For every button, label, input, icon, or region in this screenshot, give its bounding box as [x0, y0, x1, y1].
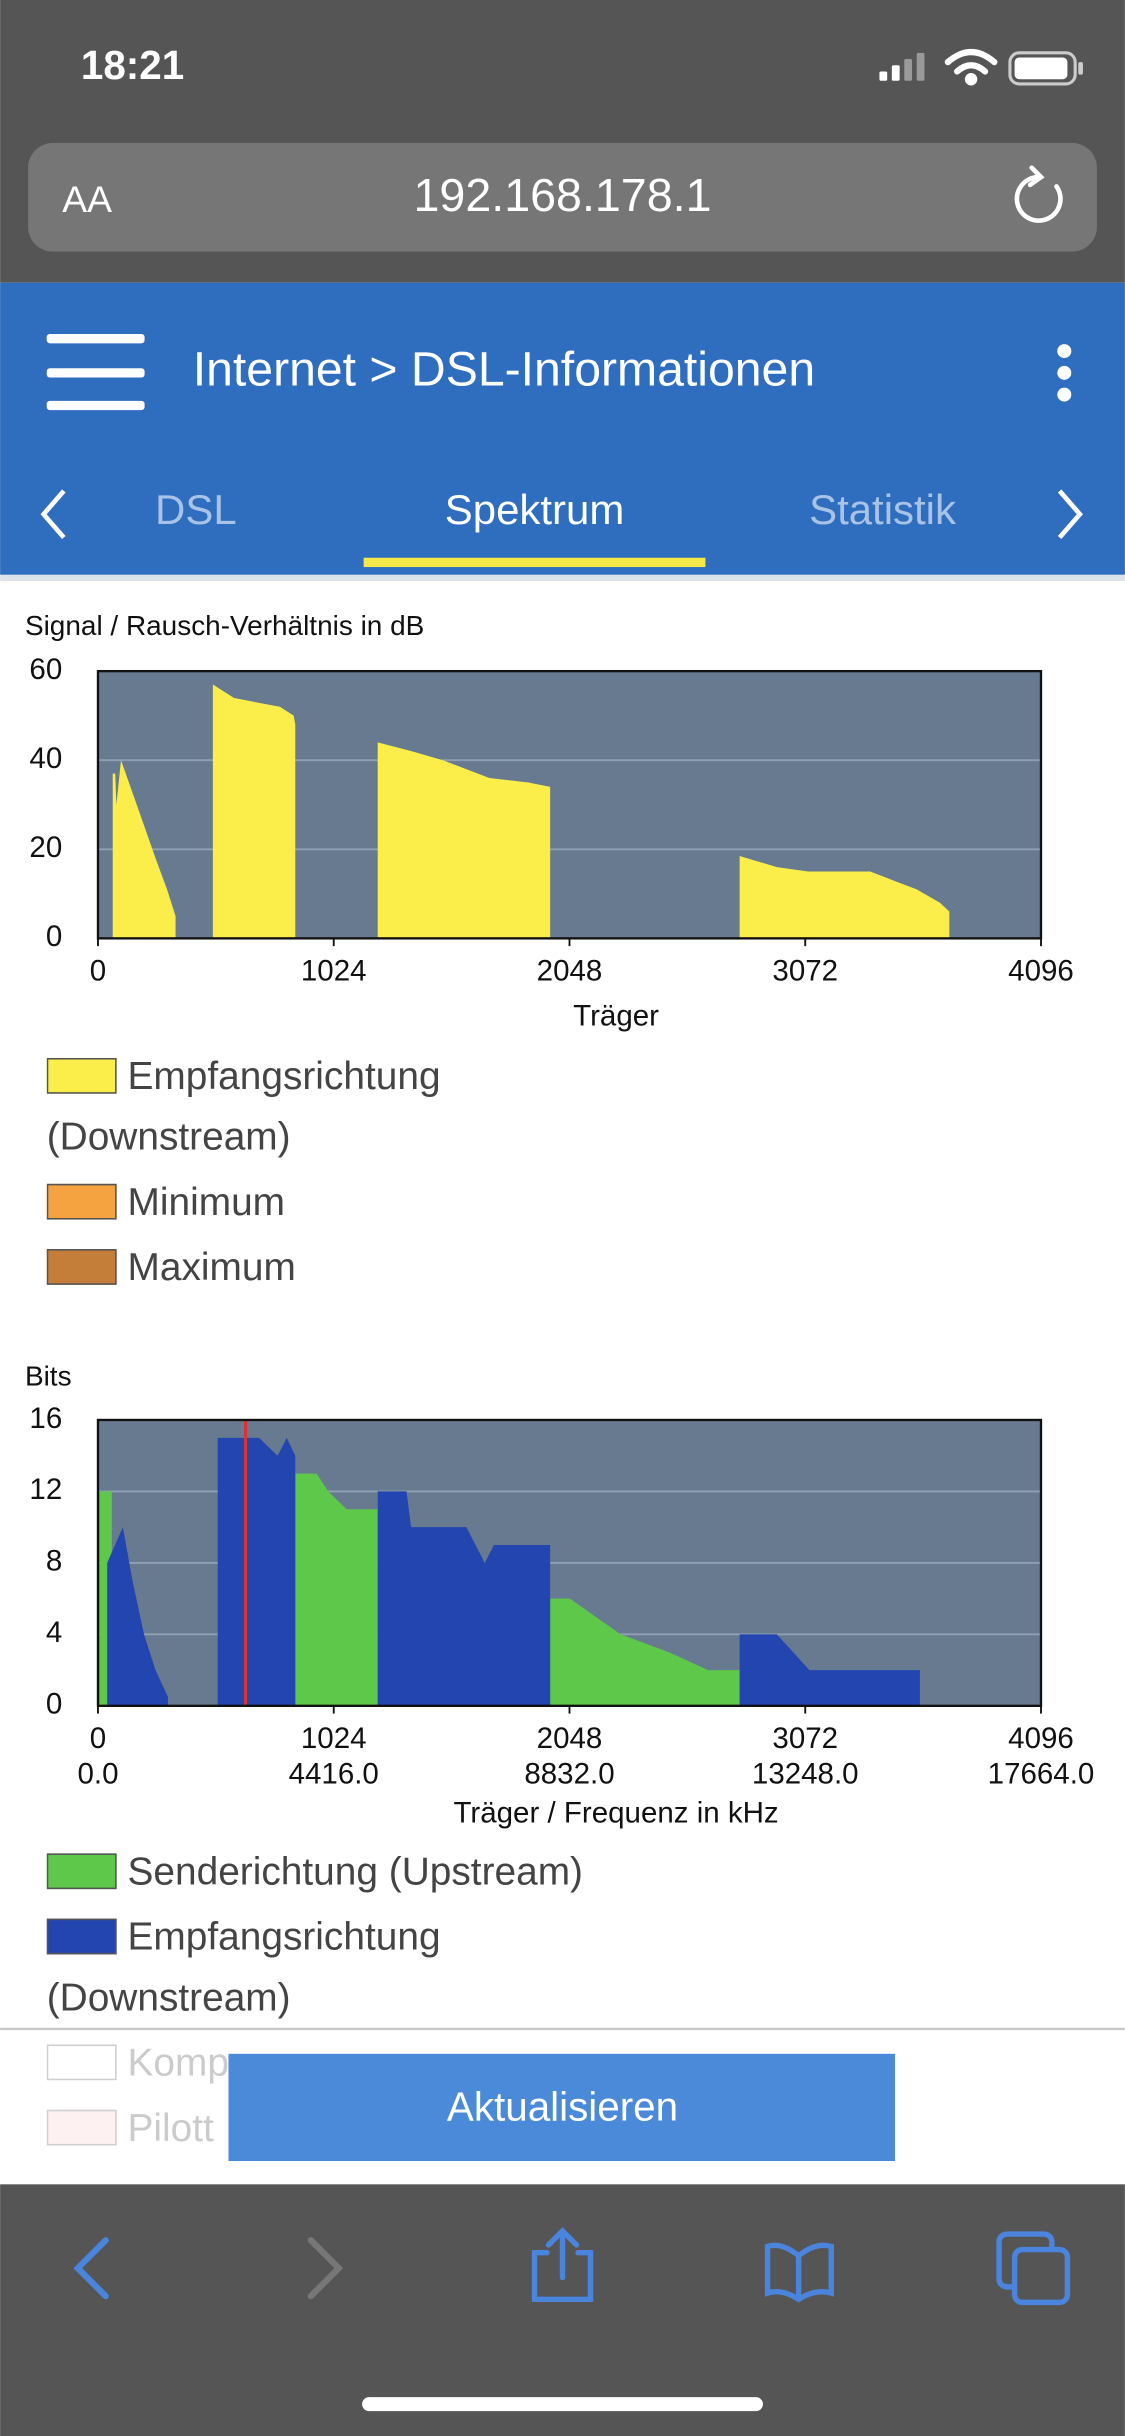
battery-icon	[1008, 51, 1083, 86]
legend-item: Maximum	[46, 1238, 653, 1299]
wifi-icon	[944, 48, 998, 86]
tab[interactable]: Statistik	[809, 486, 957, 533]
legend-label: Empfangsrichtung (Downstream)	[46, 1054, 441, 1159]
series-area	[112, 684, 950, 939]
y-tick-label: 20	[29, 831, 62, 864]
refresh-button-label[interactable]: Aktualisieren	[447, 2083, 678, 2129]
more-button[interactable]	[1057, 344, 1072, 402]
chart-title: Signal / Rausch-Verhältnis in dB	[25, 610, 424, 641]
clock: 18:21	[81, 42, 184, 88]
legend-swatch	[46, 1853, 117, 1890]
tab-indicator	[363, 557, 706, 568]
legend-label: Maximum	[127, 1245, 296, 1290]
x2-tick-label: 13248.0	[752, 1758, 859, 1791]
legend-item: Empfangsrichtung (Downstream)	[46, 1047, 653, 1168]
series-area	[107, 1437, 920, 1706]
header-shadow	[0, 574, 1125, 582]
browser-toolbar	[0, 2184, 1125, 2436]
legend-label: Minimum	[127, 1180, 286, 1225]
x-tick-label: 2048	[537, 954, 603, 987]
x-tick-label: 3072	[772, 954, 838, 987]
series-area	[99, 1473, 740, 1706]
x-tick-label: 4096	[1008, 1722, 1074, 1755]
tab[interactable]: DSL	[155, 486, 237, 533]
tab[interactable]: Spektrum	[445, 486, 624, 533]
legend-list: Empfangsrichtung (Downstream) Minimum Maxi…	[46, 1047, 653, 1299]
app-header	[0, 282, 1125, 575]
x2-tick-label: 17664.0	[988, 1758, 1095, 1791]
legend-label: Empfangsrichtung (Downstream)	[46, 1915, 441, 2020]
reload-button[interactable]	[1014, 165, 1063, 223]
menu-button[interactable]	[46, 334, 145, 411]
y-tick-label: 8	[46, 1545, 62, 1578]
back-button[interactable]	[73, 2237, 109, 2300]
url: 192.168.178.1	[414, 169, 712, 221]
y-tick-label: 0	[46, 920, 62, 953]
legend-item: Empfangsrichtung (Downstream)	[46, 1908, 653, 2029]
y-tick-label: 0	[46, 1688, 62, 1721]
address-bar[interactable]	[28, 142, 1097, 252]
refresh-button[interactable]	[228, 2053, 895, 2162]
x-axis-label: Träger / Frequenz in kHz	[454, 1796, 779, 1829]
x-tick-label: 2048	[537, 1722, 603, 1755]
chart: Signal / Rausch-Verhältnis in dB 0 20 40 60 0…	[25, 610, 1074, 1299]
y-tick-label: 16	[29, 1402, 62, 1435]
legend-item: Minimum	[46, 1173, 653, 1234]
breadcrumb: Internet > DSL-Informationen	[193, 343, 815, 397]
bookmarks-button[interactable]	[764, 2242, 834, 2303]
legend-item: Senderichtung (Upstream)	[46, 1843, 653, 1904]
x-tick-label: 1024	[301, 954, 367, 987]
chart-title: Bits	[25, 1360, 72, 1391]
tabs-button[interactable]	[996, 2231, 1071, 2306]
x-tick-label: 3072	[772, 1722, 838, 1755]
x2-tick-label: 8832.0	[524, 1758, 614, 1791]
x-axis-label: Träger	[573, 999, 659, 1032]
legend-swatch	[46, 1249, 117, 1285]
text-size-button[interactable]: AA	[62, 178, 112, 220]
x-tick-label: 0	[90, 1722, 106, 1755]
x2-tick-label: 4416.0	[289, 1758, 379, 1791]
legend-swatch	[46, 1183, 117, 1220]
y-tick-label: 12	[29, 1473, 62, 1506]
y-tick-label: 40	[29, 742, 62, 775]
share-button[interactable]	[531, 2227, 594, 2303]
legend-label: Senderichtung (Upstream)	[127, 1850, 584, 1894]
y-tick-label: 60	[29, 653, 62, 686]
y-tick-label: 4	[46, 1616, 62, 1649]
home-indicator	[362, 2397, 763, 2412]
x-tick-label: 0	[90, 954, 106, 987]
tab-next[interactable]	[1057, 489, 1083, 540]
legend-swatch	[46, 1057, 117, 1094]
x-tick-label: 4096	[1008, 954, 1074, 987]
x-tick-label: 1024	[301, 1722, 367, 1755]
legend: Empfangsrichtung (Downstream) Minimum Maxi…	[46, 1047, 653, 1299]
x2-tick-label: 0.0	[77, 1758, 118, 1791]
signal-icon	[879, 52, 925, 81]
legend-swatch	[46, 1918, 117, 1955]
forward-button[interactable]	[307, 2237, 344, 2300]
tab-prev[interactable]	[40, 489, 66, 540]
